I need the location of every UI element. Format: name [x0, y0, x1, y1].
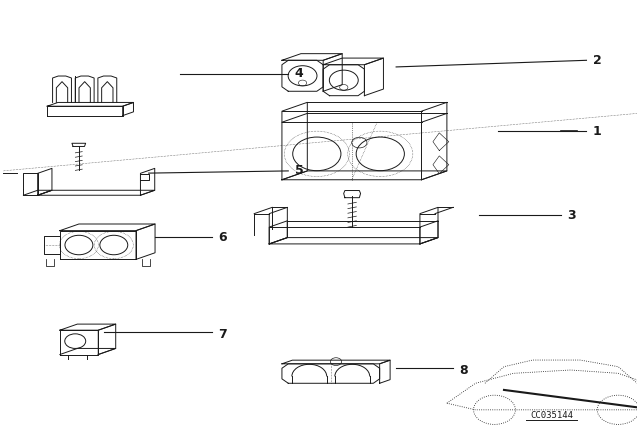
Text: 5: 5 — [294, 164, 303, 177]
Text: 8: 8 — [460, 363, 468, 376]
Text: 7: 7 — [218, 328, 227, 341]
Text: CC035144: CC035144 — [530, 410, 573, 420]
Text: 2: 2 — [593, 54, 602, 67]
Text: 1: 1 — [593, 125, 602, 138]
Text: 4: 4 — [294, 67, 303, 80]
Text: 3: 3 — [568, 209, 576, 222]
Text: 6: 6 — [218, 231, 227, 244]
